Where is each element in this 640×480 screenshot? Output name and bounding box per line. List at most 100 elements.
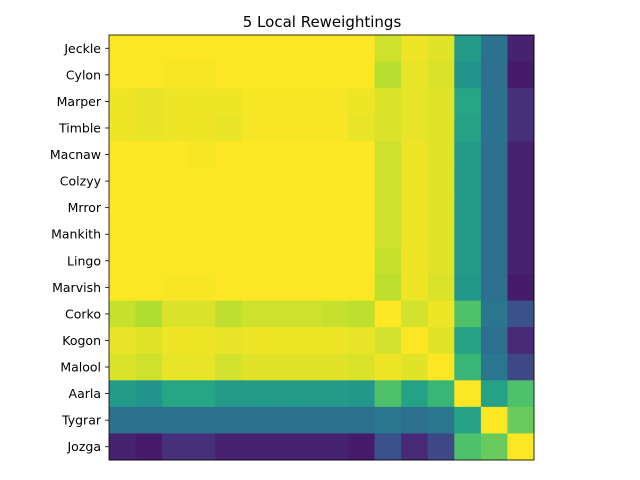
y-tick-label: Marvish (52, 280, 101, 295)
heatmap-cell (321, 141, 349, 169)
heatmap-cell (480, 220, 508, 248)
heatmap-cell (162, 274, 190, 302)
heatmap-cell (480, 433, 508, 461)
heatmap-cell (162, 167, 190, 195)
heatmap-cell (454, 406, 482, 434)
heatmap-cell (188, 433, 216, 461)
heatmap-cell (480, 194, 508, 222)
heatmap-cell (374, 433, 402, 461)
heatmap-cell (162, 247, 190, 275)
heatmap-cell (188, 274, 216, 302)
heatmap-cell (268, 141, 296, 169)
heatmap-cell (454, 61, 482, 89)
heatmap-cell (109, 300, 137, 328)
y-tick-label: Colzyy (60, 174, 102, 189)
heatmap-cell (135, 141, 163, 169)
heatmap-cell (374, 327, 402, 355)
heatmap-cell (348, 433, 376, 461)
heatmap-cell (135, 35, 163, 63)
heatmap-cell (454, 141, 482, 169)
heatmap-cell (507, 433, 535, 461)
heatmap-cell (188, 406, 216, 434)
heatmap-cell (348, 300, 376, 328)
heatmap-cell (321, 433, 349, 461)
heatmap-cell (427, 141, 455, 169)
y-tick-label: Mankith (51, 227, 101, 242)
heatmap-cell (480, 274, 508, 302)
heatmap-cell (268, 300, 296, 328)
heatmap-cell (507, 141, 535, 169)
heatmap-cell (507, 327, 535, 355)
heatmap-cell (294, 88, 322, 116)
heatmap-cell (454, 380, 482, 408)
heatmap-cell (454, 167, 482, 195)
heatmap-cell (401, 406, 429, 434)
heatmap-cell (480, 247, 508, 275)
heatmap-cell (348, 61, 376, 89)
heatmap-cell (188, 141, 216, 169)
heatmap-cell (109, 88, 137, 116)
heatmap-cell (401, 114, 429, 142)
y-tick-label: Corko (65, 306, 101, 321)
heatmap-cell (454, 220, 482, 248)
y-tick-label: Aarla (69, 386, 101, 401)
heatmap-cell (348, 380, 376, 408)
heatmap-cell (401, 61, 429, 89)
heatmap-cell (188, 61, 216, 89)
heatmap-cell (427, 406, 455, 434)
heatmap-cell (268, 433, 296, 461)
heatmap-cell (162, 220, 190, 248)
heatmap-cell (507, 114, 535, 142)
heatmap-cell (480, 300, 508, 328)
heatmap-cell (454, 327, 482, 355)
heatmap-cell (135, 194, 163, 222)
heatmap-cell (480, 35, 508, 63)
heatmap-cell (268, 327, 296, 355)
heatmap-cell (188, 247, 216, 275)
heatmap-cell (427, 194, 455, 222)
heatmap-cell (374, 141, 402, 169)
heatmap-cell (374, 88, 402, 116)
heatmap-cell (241, 194, 269, 222)
heatmap-cell (321, 353, 349, 381)
chart-title: 5 Local Reweightings (243, 13, 402, 31)
heatmap-cell (294, 380, 322, 408)
heatmap-cell (294, 167, 322, 195)
heatmap-cell (135, 114, 163, 142)
y-tick-label: Cylon (66, 67, 101, 82)
heatmap-cell (321, 194, 349, 222)
heatmap-cell (135, 167, 163, 195)
heatmap-cell (321, 61, 349, 89)
heatmap-cell (321, 88, 349, 116)
heatmap-cell (427, 247, 455, 275)
plot-frame (108, 34, 535, 461)
heatmap-cell (348, 406, 376, 434)
heatmap-cell (401, 353, 429, 381)
heatmap-cell (348, 247, 376, 275)
heatmap-cell (294, 61, 322, 89)
heatmap-cell (109, 274, 137, 302)
heatmap-cell (480, 88, 508, 116)
heatmap-cell (348, 114, 376, 142)
heatmap-cell (162, 194, 190, 222)
y-tick-label: Jozga (67, 439, 102, 454)
heatmap-cell (109, 167, 137, 195)
heatmap-cell (401, 35, 429, 63)
heatmap-cell (480, 114, 508, 142)
heatmap-cell (188, 220, 216, 248)
heatmap-cell (374, 274, 402, 302)
heatmap-cell (241, 327, 269, 355)
heatmap-cell (188, 353, 216, 381)
heatmap-cell (109, 35, 137, 63)
heatmap-cell (507, 220, 535, 248)
heatmap-cell (374, 194, 402, 222)
heatmap-cell (480, 61, 508, 89)
heatmap-cell (427, 35, 455, 63)
heatmap-cell (427, 274, 455, 302)
heatmap-cell (507, 35, 535, 63)
y-tick-label: Macnaw (50, 147, 101, 162)
heatmap-cell (321, 406, 349, 434)
heatmap-cell (135, 380, 163, 408)
heatmap-cell (374, 35, 402, 63)
heatmap-cell (162, 61, 190, 89)
